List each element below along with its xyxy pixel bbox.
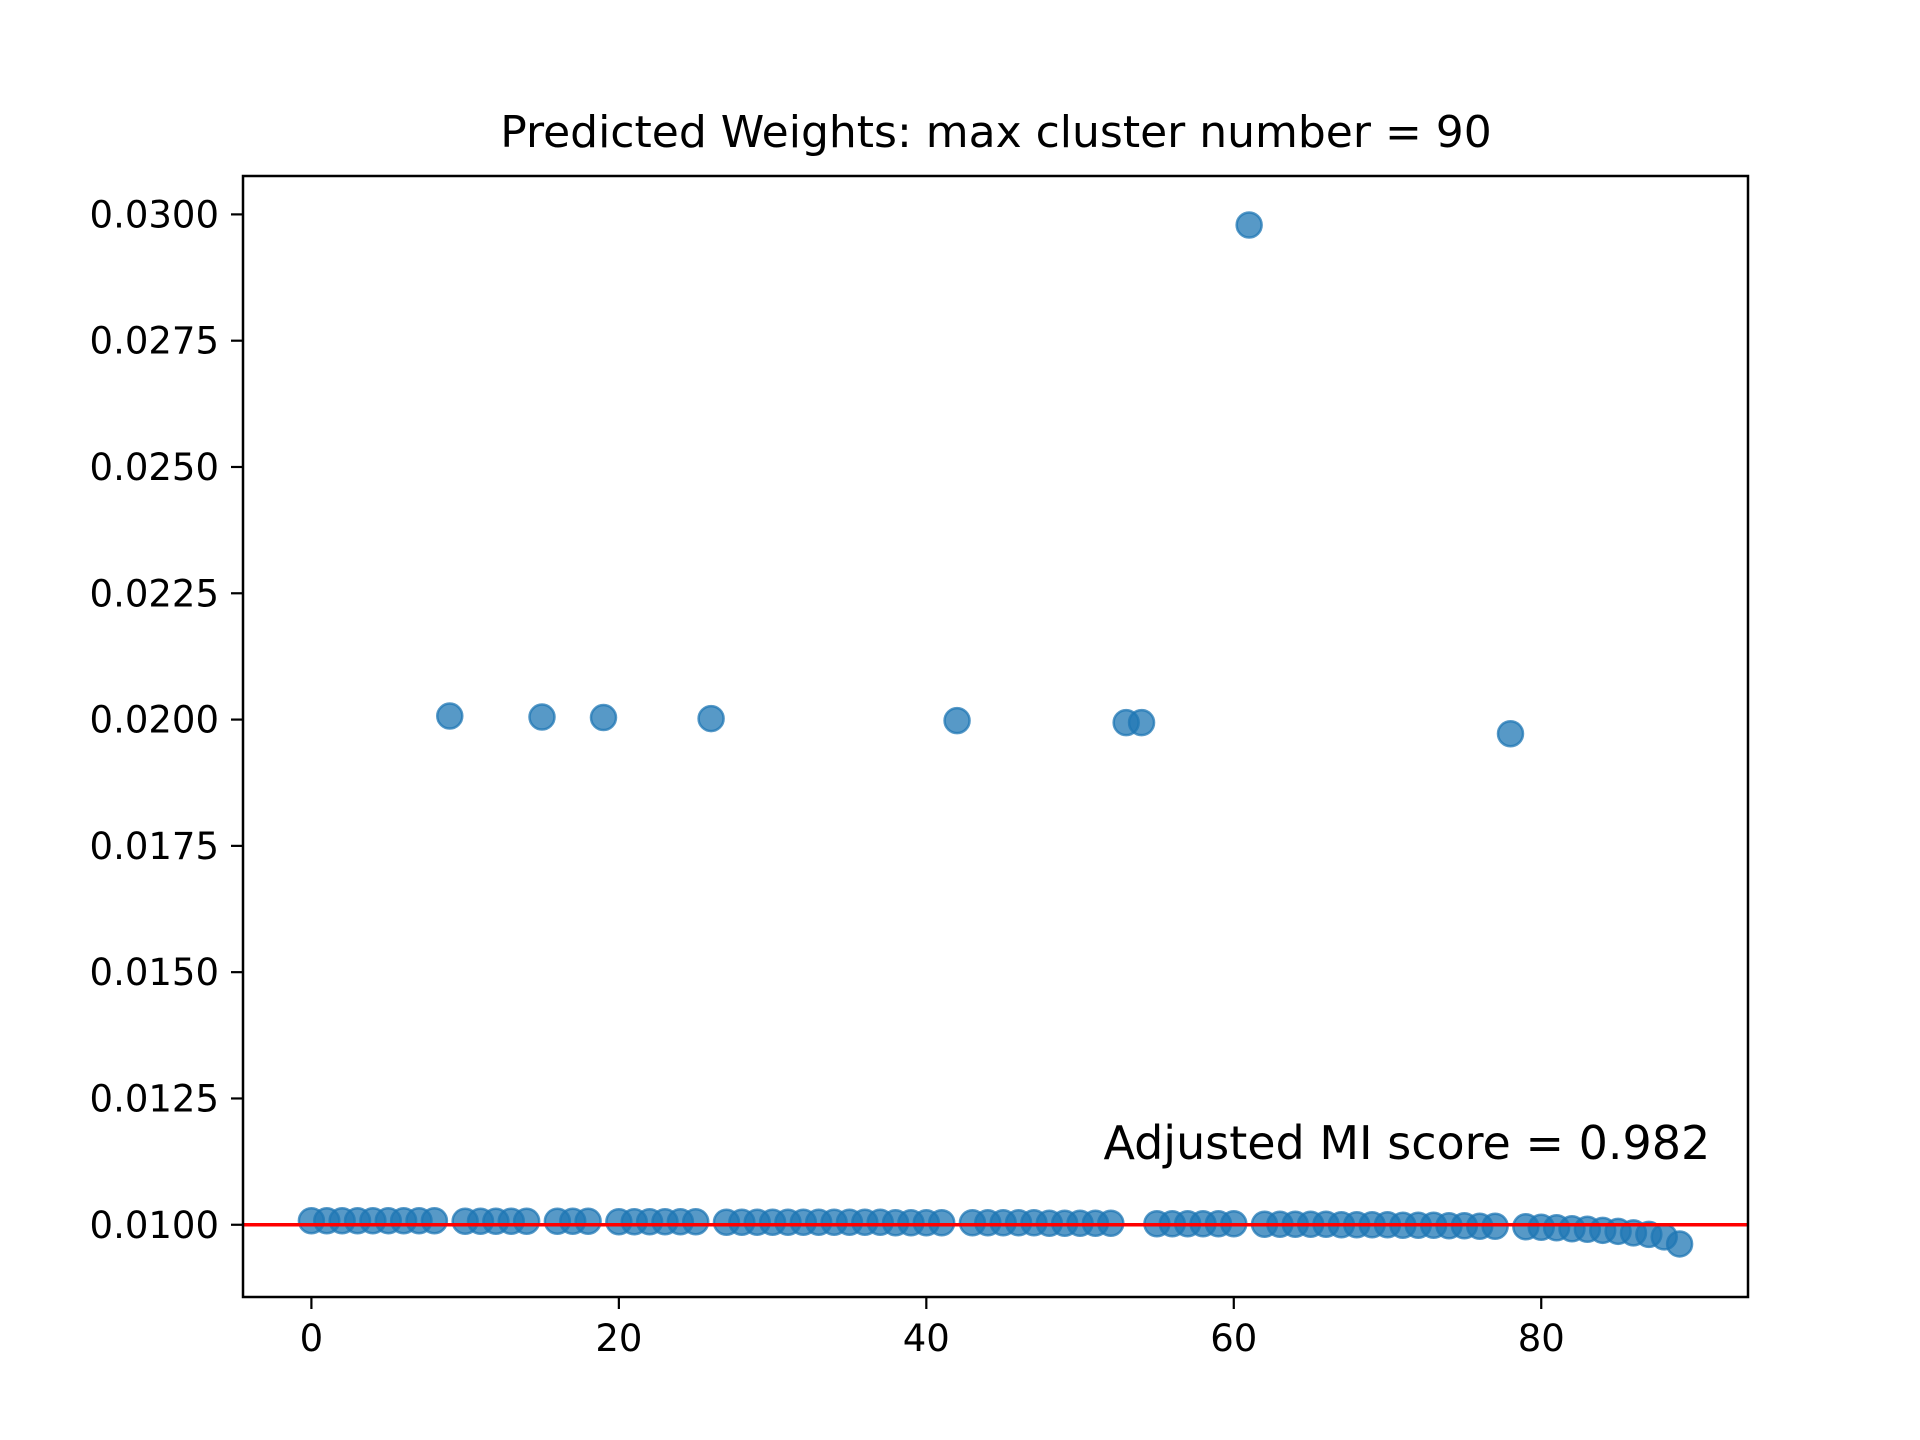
data-points (243, 211, 1748, 1258)
data-point (1235, 211, 1263, 239)
y-tick-label: 0.0200 (90, 699, 219, 742)
y-tick-label: 0.0125 (90, 1077, 219, 1120)
data-point (436, 702, 464, 730)
data-point (1496, 719, 1525, 748)
data-point (927, 1208, 956, 1237)
x-tick-label: 80 (1518, 1317, 1565, 1360)
x-tick-label: 0 (300, 1317, 324, 1360)
data-point (574, 1207, 602, 1235)
data-point (1127, 708, 1156, 737)
data-point (943, 706, 971, 735)
y-tick-label: 0.0175 (90, 825, 219, 868)
data-point (589, 703, 618, 732)
axes-frame (241, 174, 1750, 1299)
y-tick-label: 0.0150 (90, 951, 219, 994)
axes: 0 20 40 60 80 0.0100 0.0125 0.0150 0.0175 0.0200 0… (90, 174, 1750, 1360)
x-tick-label: 20 (595, 1317, 642, 1360)
mi-score-annotation: Adjusted MI score = 0.982 (1103, 1116, 1710, 1170)
y-tick-label: 0.0300 (90, 193, 219, 236)
data-point (512, 1207, 541, 1235)
y-tick-label: 0.0250 (90, 446, 219, 489)
y-tick-label: 0.0275 (90, 320, 219, 363)
chart-title: Predicted Weights: max cluster number = … (500, 107, 1492, 158)
y-tick-label: 0.0100 (90, 1204, 219, 1247)
y-tick-label: 0.0225 (90, 572, 219, 615)
x-tick-label: 60 (1210, 1317, 1257, 1360)
x-tick-label: 40 (903, 1317, 950, 1360)
data-point (528, 703, 556, 731)
data-point (697, 704, 725, 733)
data-point (681, 1207, 710, 1236)
data-point (1665, 1230, 1694, 1258)
data-point (420, 1206, 449, 1235)
